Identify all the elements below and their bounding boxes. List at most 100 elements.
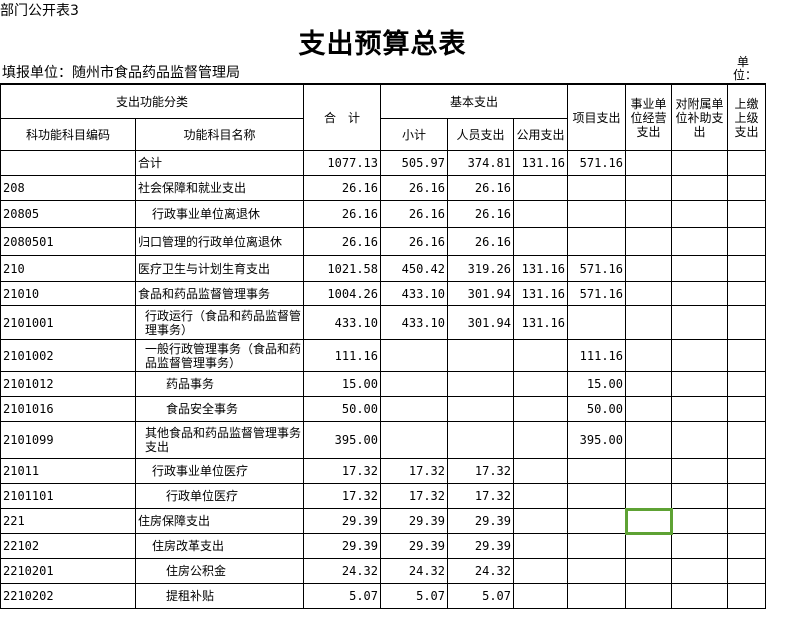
public-cell[interactable] (513, 558, 568, 584)
subsidiary-cell[interactable] (671, 150, 728, 176)
personnel-cell[interactable]: 26.16 (447, 200, 514, 228)
total-cell[interactable]: 5.07 (303, 583, 381, 609)
upper-cell[interactable] (727, 458, 766, 484)
project-cell[interactable] (567, 458, 626, 484)
subsidiary-cell[interactable] (671, 200, 728, 228)
code-cell[interactable] (0, 150, 136, 176)
subtotal-cell[interactable]: 26.16 (380, 200, 448, 228)
personnel-cell[interactable]: 24.32 (447, 558, 514, 584)
subsidiary-cell[interactable] (671, 483, 728, 509)
public-cell[interactable]: 131.16 (513, 305, 568, 340)
business-cell[interactable] (625, 483, 672, 509)
public-cell[interactable]: 131.16 (513, 255, 568, 282)
name-cell[interactable]: 合计 (135, 150, 304, 176)
code-cell[interactable]: 2101001 (0, 305, 136, 340)
project-cell[interactable]: 571.16 (567, 255, 626, 282)
subtotal-cell[interactable]: 433.10 (380, 281, 448, 306)
total-cell[interactable]: 26.16 (303, 175, 381, 201)
name-cell[interactable]: 住房保障支出 (135, 508, 304, 534)
header-code[interactable]: 科功能科目编码 (0, 118, 136, 151)
total-cell[interactable]: 26.16 (303, 200, 381, 228)
public-cell[interactable] (513, 508, 568, 534)
project-cell[interactable] (567, 305, 626, 340)
name-cell[interactable]: 提租补贴 (135, 583, 304, 609)
header-category[interactable]: 支出功能分类 (0, 83, 304, 119)
business-cell[interactable] (625, 281, 672, 306)
header-total[interactable]: 合 计 (303, 83, 381, 151)
public-cell[interactable] (513, 583, 568, 609)
project-cell[interactable]: 395.00 (567, 421, 626, 459)
business-cell[interactable] (625, 227, 672, 256)
name-cell[interactable]: 住房公积金 (135, 558, 304, 584)
name-cell[interactable]: 行政运行（食品和药品监督管理事务） (135, 305, 304, 340)
subtotal-cell[interactable]: 26.16 (380, 227, 448, 256)
total-cell[interactable]: 26.16 (303, 227, 381, 256)
public-cell[interactable] (513, 421, 568, 459)
business-cell[interactable] (625, 583, 672, 609)
business-cell[interactable] (625, 458, 672, 484)
subtotal-cell[interactable]: 5.07 (380, 583, 448, 609)
project-cell[interactable] (567, 483, 626, 509)
personnel-cell[interactable]: 29.39 (447, 533, 514, 559)
header-subtotal[interactable]: 小计 (380, 118, 448, 151)
name-cell[interactable]: 住房改革支出 (135, 533, 304, 559)
name-cell[interactable]: 行政单位医疗 (135, 483, 304, 509)
subtotal-cell[interactable]: 505.97 (380, 150, 448, 176)
subsidiary-cell[interactable] (671, 583, 728, 609)
public-cell[interactable] (513, 227, 568, 256)
subtotal-cell[interactable]: 24.32 (380, 558, 448, 584)
personnel-cell[interactable]: 374.81 (447, 150, 514, 176)
public-cell[interactable] (513, 483, 568, 509)
public-cell[interactable] (513, 175, 568, 201)
header-project[interactable]: 项目支出 (567, 83, 626, 151)
total-cell[interactable]: 433.10 (303, 305, 381, 340)
subsidiary-cell[interactable] (671, 175, 728, 201)
upper-cell[interactable] (727, 396, 766, 422)
project-cell[interactable] (567, 583, 626, 609)
project-cell[interactable] (567, 558, 626, 584)
public-cell[interactable] (513, 533, 568, 559)
personnel-cell[interactable]: 5.07 (447, 583, 514, 609)
code-cell[interactable]: 2080501 (0, 227, 136, 256)
header-personnel[interactable]: 人员支出 (447, 118, 514, 151)
name-cell[interactable]: 药品事务 (135, 371, 304, 397)
code-cell[interactable]: 20805 (0, 200, 136, 228)
business-cell[interactable] (625, 558, 672, 584)
code-cell[interactable]: 2101016 (0, 396, 136, 422)
business-cell[interactable] (625, 175, 672, 201)
subtotal-cell[interactable] (380, 396, 448, 422)
public-cell[interactable]: 131.16 (513, 281, 568, 306)
personnel-cell[interactable]: 26.16 (447, 175, 514, 201)
personnel-cell[interactable] (447, 396, 514, 422)
code-cell[interactable]: 208 (0, 175, 136, 201)
project-cell[interactable]: 15.00 (567, 371, 626, 397)
subsidiary-cell[interactable] (671, 396, 728, 422)
total-cell[interactable]: 24.32 (303, 558, 381, 584)
upper-cell[interactable] (727, 339, 766, 372)
business-cell[interactable] (625, 305, 672, 340)
subsidiary-cell[interactable] (671, 508, 728, 534)
code-cell[interactable]: 22102 (0, 533, 136, 559)
business-cell[interactable] (625, 396, 672, 422)
total-cell[interactable]: 1077.13 (303, 150, 381, 176)
header-business[interactable]: 事业单位经营支出 (625, 83, 672, 151)
code-cell[interactable]: 21010 (0, 281, 136, 306)
header-subsidiary[interactable]: 对附属单位补助支出 (671, 83, 728, 151)
total-cell[interactable]: 1021.58 (303, 255, 381, 282)
personnel-cell[interactable]: 301.94 (447, 305, 514, 340)
upper-cell[interactable] (727, 175, 766, 201)
personnel-cell[interactable]: 301.94 (447, 281, 514, 306)
subsidiary-cell[interactable] (671, 558, 728, 584)
project-cell[interactable] (567, 200, 626, 228)
public-cell[interactable] (513, 200, 568, 228)
subsidiary-cell[interactable] (671, 305, 728, 340)
upper-cell[interactable] (727, 421, 766, 459)
project-cell[interactable]: 571.16 (567, 150, 626, 176)
subtotal-cell[interactable]: 17.32 (380, 483, 448, 509)
header-name[interactable]: 功能科目名称 (135, 118, 304, 151)
upper-cell[interactable] (727, 533, 766, 559)
upper-cell[interactable] (727, 227, 766, 256)
subsidiary-cell[interactable] (671, 227, 728, 256)
personnel-cell[interactable]: 17.32 (447, 458, 514, 484)
subtotal-cell[interactable]: 433.10 (380, 305, 448, 340)
